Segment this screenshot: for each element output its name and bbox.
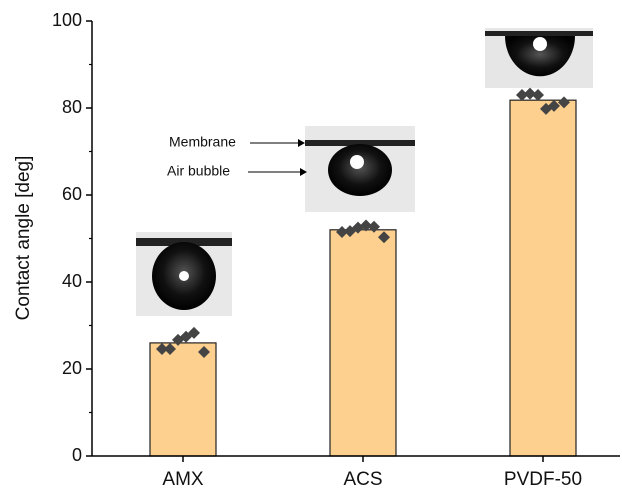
annotation: Air bubble [167, 163, 230, 179]
data-point [164, 342, 176, 355]
y-tick-label: 0 [72, 445, 82, 465]
y-tick-label: 20 [62, 358, 82, 378]
arrow-head [300, 168, 307, 176]
bar [149, 342, 217, 457]
data-point [378, 231, 390, 244]
bar [329, 229, 397, 457]
data-point [336, 225, 348, 238]
data-point [524, 87, 536, 100]
x-tick-label: PVDF-50 [504, 469, 582, 490]
bar [509, 99, 577, 457]
y-axis-label: Contact angle [deg] [13, 156, 34, 321]
y-tick-label: 100 [52, 10, 82, 30]
data-point [156, 342, 168, 355]
data-point [360, 219, 372, 232]
data-point [188, 326, 200, 339]
annotation: Membrane [169, 134, 236, 150]
data-point [548, 99, 560, 112]
y-tick-label: 80 [62, 97, 82, 117]
data-point [558, 96, 570, 109]
arrow-head [298, 139, 305, 147]
y-tick-label: 40 [62, 271, 82, 291]
inset-photo [305, 126, 415, 212]
data-point [516, 88, 528, 101]
data-point [368, 220, 380, 233]
data-point [532, 88, 544, 101]
data-point [198, 346, 210, 359]
inset-photo [136, 232, 232, 316]
y-tick-label: 60 [62, 184, 82, 204]
inset-photo [485, 28, 593, 88]
x-tick-label: ACS [343, 469, 382, 490]
x-tick-label: AMX [162, 469, 204, 490]
